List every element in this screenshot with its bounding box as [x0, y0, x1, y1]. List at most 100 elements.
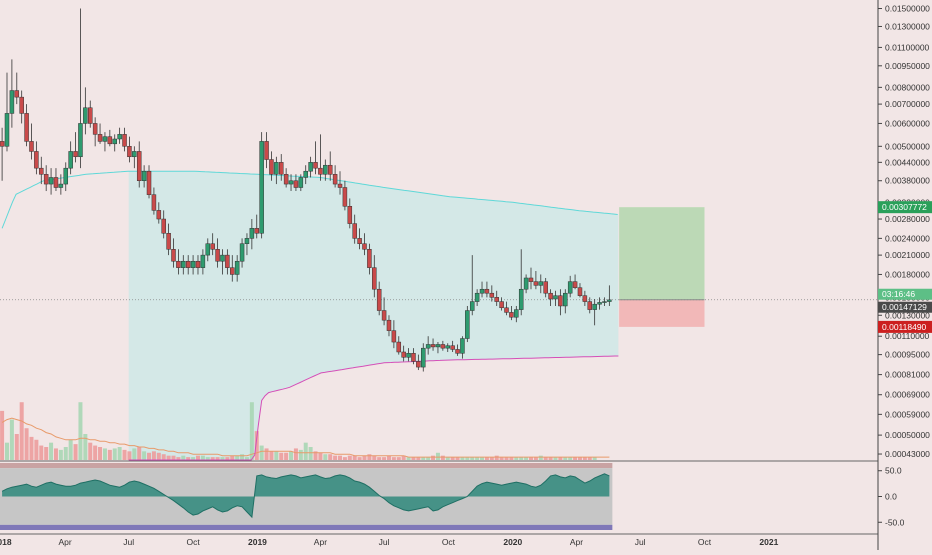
candle[interactable]	[391, 320, 397, 349]
profit-zone[interactable]	[619, 207, 705, 300]
candle[interactable]	[171, 238, 176, 268]
candle[interactable]	[29, 123, 34, 160]
candle[interactable]	[460, 336, 465, 359]
candle[interactable]	[597, 297, 602, 310]
candle[interactable]	[68, 141, 73, 175]
candle[interactable]	[416, 354, 421, 371]
candle[interactable]	[342, 180, 348, 211]
candle[interactable]	[190, 255, 196, 275]
candle[interactable]	[19, 90, 24, 124]
candle[interactable]	[278, 154, 284, 181]
candle[interactable]	[450, 340, 455, 352]
candle[interactable]	[469, 255, 475, 316]
candle[interactable]	[558, 289, 563, 316]
candle[interactable]	[141, 165, 147, 188]
candle[interactable]	[357, 228, 362, 250]
candle[interactable]	[509, 305, 514, 321]
candle[interactable]	[523, 274, 529, 294]
candle[interactable]	[406, 348, 411, 362]
candle[interactable]	[244, 233, 250, 256]
candle[interactable]	[489, 285, 495, 302]
candle[interactable]	[0, 127, 5, 181]
candle[interactable]	[528, 267, 534, 290]
candle[interactable]	[14, 72, 20, 105]
candle[interactable]	[504, 301, 509, 316]
candle[interactable]	[499, 297, 504, 311]
candle[interactable]	[421, 343, 426, 372]
candle[interactable]	[538, 274, 544, 294]
candle[interactable]	[259, 132, 264, 239]
candle[interactable]	[347, 198, 353, 229]
candle[interactable]	[220, 249, 225, 275]
candle[interactable]	[156, 202, 162, 224]
candle[interactable]	[548, 289, 553, 306]
candle[interactable]	[53, 168, 59, 192]
candle[interactable]	[607, 285, 612, 306]
candle[interactable]	[234, 255, 240, 282]
candle[interactable]	[92, 117, 98, 147]
candle[interactable]	[367, 243, 372, 275]
candle[interactable]	[352, 214, 357, 244]
candle[interactable]	[249, 219, 255, 250]
candle[interactable]	[9, 59, 15, 128]
candle[interactable]	[48, 168, 54, 195]
candle[interactable]	[200, 249, 206, 275]
candle[interactable]	[117, 127, 122, 144]
candle[interactable]	[195, 255, 201, 275]
candle[interactable]	[337, 171, 343, 195]
candle[interactable]	[87, 100, 93, 128]
candle[interactable]	[39, 156, 44, 185]
candle[interactable]	[176, 249, 181, 275]
candle[interactable]	[283, 168, 289, 188]
candle[interactable]	[445, 343, 450, 352]
candle[interactable]	[269, 151, 274, 181]
candle[interactable]	[602, 297, 607, 306]
candle[interactable]	[78, 8, 83, 169]
candle[interactable]	[4, 72, 10, 152]
candle[interactable]	[567, 275, 573, 298]
candle[interactable]	[293, 174, 299, 192]
candle[interactable]	[543, 277, 548, 298]
candle[interactable]	[572, 274, 578, 290]
candle[interactable]	[514, 305, 519, 323]
candle[interactable]	[587, 297, 593, 314]
candle[interactable]	[303, 165, 308, 185]
candle[interactable]	[474, 289, 480, 306]
candle[interactable]	[425, 336, 431, 355]
candle[interactable]	[563, 289, 568, 314]
candle[interactable]	[411, 348, 416, 365]
candle[interactable]	[592, 299, 597, 326]
candle[interactable]	[215, 238, 220, 268]
candle[interactable]	[58, 174, 64, 195]
loss-zone[interactable]	[619, 299, 705, 327]
candle[interactable]	[430, 338, 436, 351]
candle[interactable]	[239, 238, 245, 268]
candle[interactable]	[332, 165, 338, 188]
candle[interactable]	[210, 233, 215, 256]
candle[interactable]	[401, 345, 406, 362]
candle[interactable]	[136, 141, 142, 188]
candle[interactable]	[205, 238, 211, 262]
candle[interactable]	[254, 214, 260, 239]
candle[interactable]	[533, 271, 539, 290]
candle[interactable]	[63, 162, 69, 192]
candle[interactable]	[151, 187, 157, 215]
candle[interactable]	[298, 174, 304, 192]
candle[interactable]	[577, 283, 583, 298]
candle[interactable]	[381, 297, 387, 326]
candle[interactable]	[582, 290, 588, 306]
candle[interactable]	[127, 136, 132, 163]
candle[interactable]	[107, 129, 113, 147]
candle[interactable]	[396, 336, 402, 355]
candle[interactable]	[132, 146, 137, 169]
candle[interactable]	[455, 344, 460, 356]
candle[interactable]	[323, 159, 328, 181]
candle[interactable]	[494, 290, 499, 306]
candle[interactable]	[362, 233, 367, 256]
candle[interactable]	[553, 290, 558, 306]
candle[interactable]	[264, 132, 269, 169]
candle[interactable]	[24, 104, 29, 147]
candle[interactable]	[376, 281, 382, 316]
candle[interactable]	[435, 342, 441, 354]
